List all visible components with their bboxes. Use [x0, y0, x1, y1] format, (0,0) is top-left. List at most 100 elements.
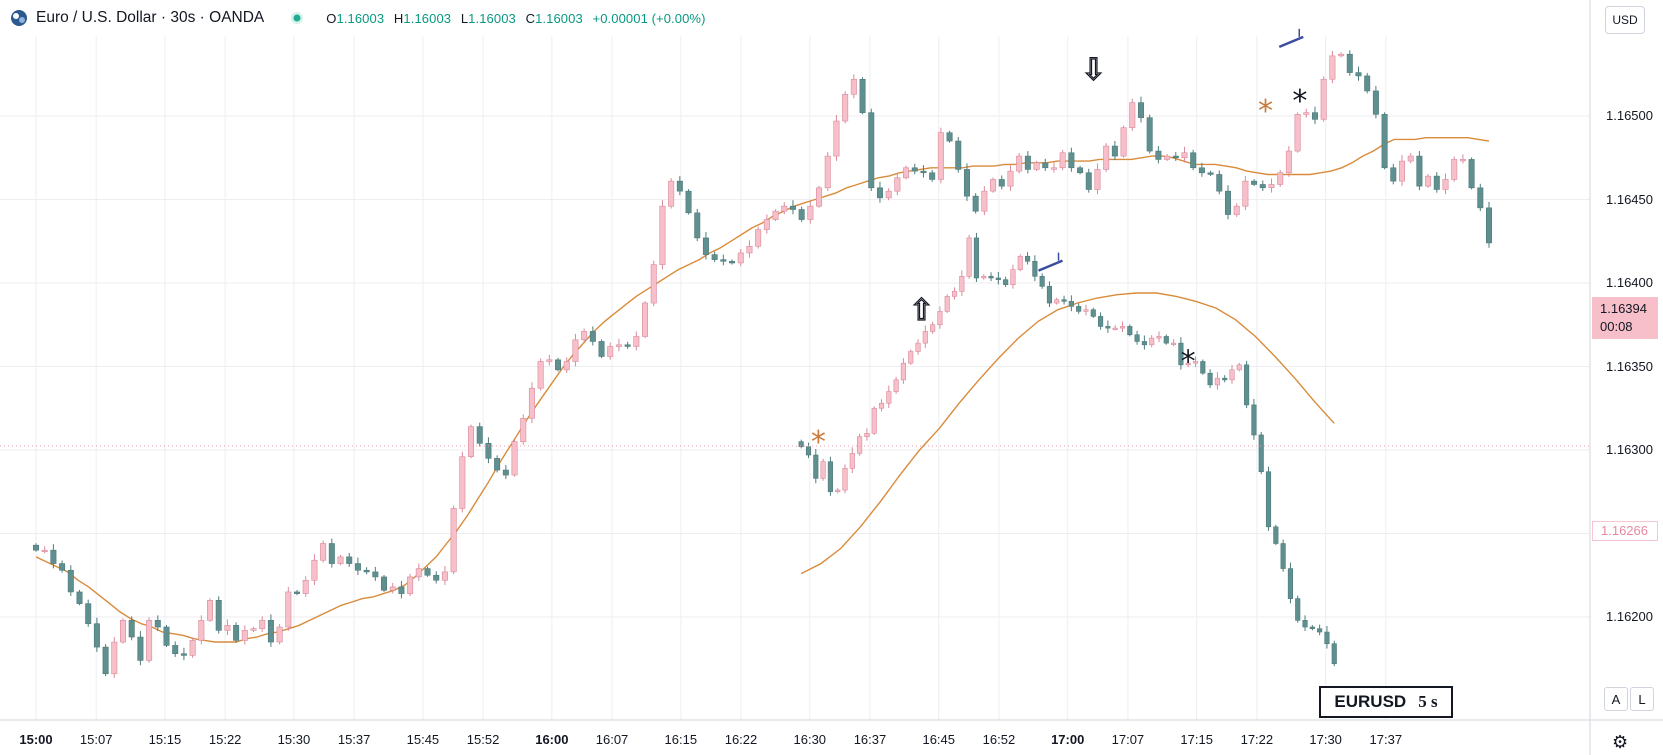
overlay-candle: [1068, 301, 1074, 307]
main-candle: [1372, 90, 1379, 115]
main-candle: [120, 620, 127, 643]
main-candle: [85, 603, 92, 624]
overlay-candle: [1163, 336, 1169, 344]
currency-button[interactable]: USD: [1605, 6, 1645, 34]
overlay-candle: [1309, 626, 1315, 629]
main-candle: [67, 569, 74, 593]
symbol-title[interactable]: Euro / U.S. Dollar · 30s · OANDA: [36, 9, 265, 26]
main-candle: [259, 620, 266, 629]
main-candle: [198, 620, 205, 641]
main-candle: [33, 544, 39, 551]
overlay-candle: [1127, 326, 1133, 336]
main-candle: [1407, 155, 1414, 162]
overlay-candle: [1032, 260, 1038, 277]
main-candle: [1329, 55, 1336, 80]
main-candle: [1172, 155, 1179, 159]
main-candle: [894, 177, 901, 192]
main-candle: [389, 586, 396, 591]
bar-countdown: 00:08: [1600, 319, 1633, 334]
price-tick-label: 1.16400: [1606, 275, 1653, 290]
down-arrow-marker: ⇩: [1081, 52, 1106, 87]
main-candle: [972, 195, 979, 212]
main-candle: [998, 179, 1005, 187]
overlay-candle: [849, 453, 855, 469]
symbol-logo-icon[interactable]: [10, 9, 28, 27]
ohlc-values: O1.16003 H1.16003 L1.16003 C1.16003 +0.0…: [326, 11, 705, 26]
overlay-candle: [835, 489, 841, 493]
overlay-candle: [1134, 334, 1140, 342]
main-candle: [372, 571, 379, 578]
main-candle: [1425, 175, 1432, 187]
main-candle: [50, 549, 57, 564]
overlay-candle: [1192, 361, 1199, 364]
main-candle: [1094, 169, 1101, 190]
main-candle: [1251, 180, 1258, 185]
main-candle: [1285, 150, 1292, 174]
auto-scale-button[interactable]: A: [1604, 687, 1628, 711]
main-candle: [955, 140, 962, 170]
overlay-candle: [1054, 299, 1060, 304]
main-candle: [207, 599, 214, 621]
overlay-candle: [908, 351, 914, 364]
main-candle: [476, 426, 483, 444]
main-candle: [607, 346, 614, 357]
ohlc-close-label: C: [525, 10, 536, 26]
overlay-candle: [1083, 309, 1089, 312]
ma-line-overlay: [800, 292, 1335, 575]
main-candle: [963, 169, 970, 197]
overlay-candle: [1287, 568, 1293, 599]
price-tick-label: 1.16300: [1606, 442, 1653, 457]
main-candle: [1277, 172, 1284, 185]
main-candle: [1198, 167, 1205, 174]
main-candle: [876, 187, 883, 199]
main-candle: [1164, 155, 1171, 160]
overlay-candle: [1171, 342, 1177, 345]
market-status-icon[interactable]: [290, 11, 304, 25]
time-tick-label: 16:15: [664, 732, 698, 747]
main-candle: [720, 259, 727, 262]
time-tick-label: 17:30: [1309, 732, 1342, 747]
main-candle: [215, 599, 222, 631]
overlay-candle: [915, 342, 921, 352]
main-candle: [285, 591, 292, 628]
settings-gear-icon[interactable]: ⚙: [1612, 732, 1629, 752]
main-candle: [1111, 145, 1118, 157]
main-candle: [859, 78, 866, 113]
main-candle: [816, 187, 823, 207]
time-tick-label: 15:15: [148, 732, 182, 747]
ma-line-main: [35, 136, 1490, 643]
main-candle: [1085, 172, 1092, 190]
main-candle: [1311, 112, 1318, 120]
main-candle: [76, 591, 83, 604]
main-candle: [1355, 72, 1362, 77]
time-tick-label: 17:15: [1180, 732, 1213, 747]
ohlc-close: 1.16003: [535, 10, 583, 26]
main-candle: [320, 543, 327, 561]
overlay-candle: [959, 276, 965, 292]
asterisk-marker: *: [811, 425, 826, 460]
main-candle: [1390, 167, 1397, 182]
main-candle: [1268, 184, 1275, 189]
main-candle: [1486, 207, 1492, 244]
main-candle: [789, 205, 796, 210]
main-candle: [328, 543, 335, 564]
main-candle: [1068, 152, 1075, 169]
main-candle: [615, 344, 622, 347]
overlay-candle: [1039, 276, 1045, 287]
price-tick-label: 1.16200: [1606, 609, 1653, 624]
overlay-candle: [930, 324, 936, 332]
overlay-candle: [878, 402, 885, 409]
main-candle: [729, 260, 736, 264]
log-scale-button[interactable]: L: [1630, 687, 1654, 711]
main-candle: [1259, 184, 1266, 189]
main-candle: [1451, 159, 1458, 180]
main-candle: [1050, 167, 1057, 170]
main-candle: [241, 630, 248, 641]
main-candle: [433, 574, 440, 581]
overlay-candle: [1236, 364, 1242, 371]
current-price: 1.16394: [1600, 301, 1647, 316]
main-candle: [1190, 152, 1197, 169]
main-candle: [146, 620, 153, 661]
main-candle: [1442, 179, 1449, 190]
